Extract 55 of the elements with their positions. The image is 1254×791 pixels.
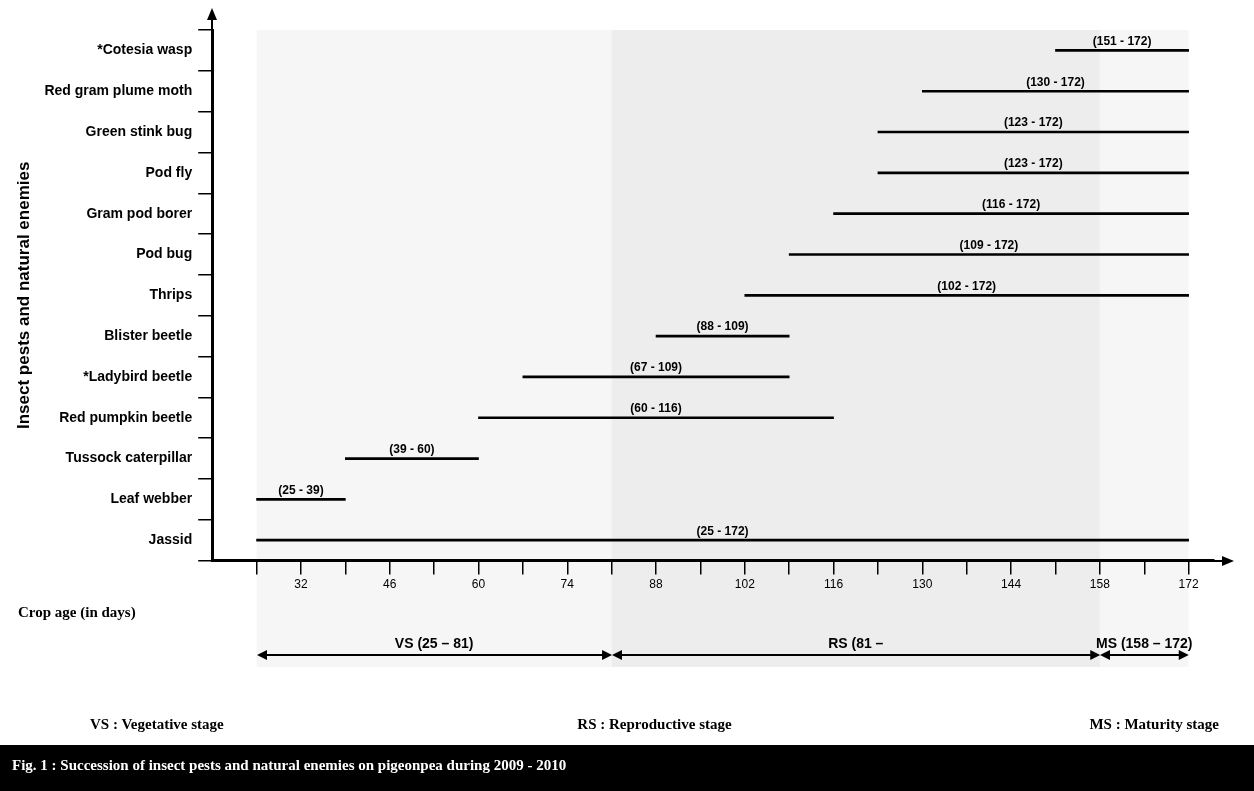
bar <box>478 416 834 420</box>
y-tick-label: Pod fly <box>145 163 193 180</box>
x-tick-label: 144 <box>1001 577 1022 592</box>
x-tick-label: 88 <box>649 577 664 592</box>
x-tick-label: 32 <box>294 577 308 592</box>
band-label: VS (25 – 81) <box>394 634 474 651</box>
text: RS : Reproductive stage <box>577 715 732 732</box>
y-tick-label: *Ladybird beetle <box>83 367 193 384</box>
data-label: (25 - 39) <box>278 482 324 497</box>
bar <box>345 457 479 460</box>
x-tick-label: 116 <box>824 577 844 592</box>
bar <box>1055 49 1189 52</box>
y-tick-label: Gram pod borer <box>86 204 193 221</box>
x-tick-label: 130 <box>912 577 933 592</box>
band-label: RS (81 – <box>828 634 884 651</box>
x-tick-label: 102 <box>734 577 756 592</box>
y-tick-label: Red pumpkin beetle <box>59 408 193 425</box>
bar <box>922 89 1189 93</box>
text: Fig. 1 : Succession of insect pests and natural enemies on pigeonpea during 2009 - 2010 <box>0 745 1254 791</box>
y-tick-label: Red gram plume moth <box>44 82 193 99</box>
x-tick-label: 172 <box>1178 577 1199 592</box>
x-tick-label: 74 <box>560 577 575 592</box>
data-label: (109 - 172) <box>959 237 1019 252</box>
bar <box>833 212 1189 215</box>
data-label: (39 - 60) <box>389 441 435 456</box>
y-tick-label: Leaf webber <box>110 490 193 507</box>
y-tick-label: Green stink bug <box>85 122 193 139</box>
data-label: (123 - 172) <box>1003 115 1063 130</box>
x-tick-label: 60 <box>471 577 486 592</box>
data-label: (130 - 172) <box>1026 74 1085 89</box>
y-axis-title: Insect pests and natural enemies <box>13 161 33 429</box>
data-label: (151 - 172) <box>1092 33 1152 48</box>
data-label: (88 - 109) <box>696 319 749 334</box>
bar <box>744 293 1189 297</box>
y-tick-label: Blister beetle <box>104 326 193 343</box>
data-label: (67 - 109) <box>630 360 683 375</box>
y-tick-label: Jassid <box>148 531 193 548</box>
y-tick-label: Tussock caterpillar <box>65 449 193 466</box>
data-label: (123 - 172) <box>1003 156 1063 171</box>
x-axis-title: Crop age (in days) <box>18 603 136 621</box>
bar <box>256 498 346 501</box>
data-label: (116 - 172) <box>982 196 1041 211</box>
data-label: (60 - 116) <box>630 401 682 416</box>
text: MS : Maturity stage <box>1089 715 1220 732</box>
y-tick-label: Pod bug <box>136 245 193 262</box>
y-tick-label: *Cotesia wasp <box>97 41 193 58</box>
data-label: (25 - 172) <box>696 523 749 538</box>
bar <box>788 253 1189 256</box>
x-tick-label: 46 <box>383 577 397 592</box>
bar <box>256 538 1189 542</box>
y-tick-label: Thrips <box>149 286 193 303</box>
band-label: MS (158 – 172) <box>1096 634 1193 651</box>
x-tick-label: 158 <box>1089 577 1111 592</box>
text: VS : Vegetative stage <box>90 715 225 732</box>
data-label: (102 - 172) <box>937 278 997 293</box>
